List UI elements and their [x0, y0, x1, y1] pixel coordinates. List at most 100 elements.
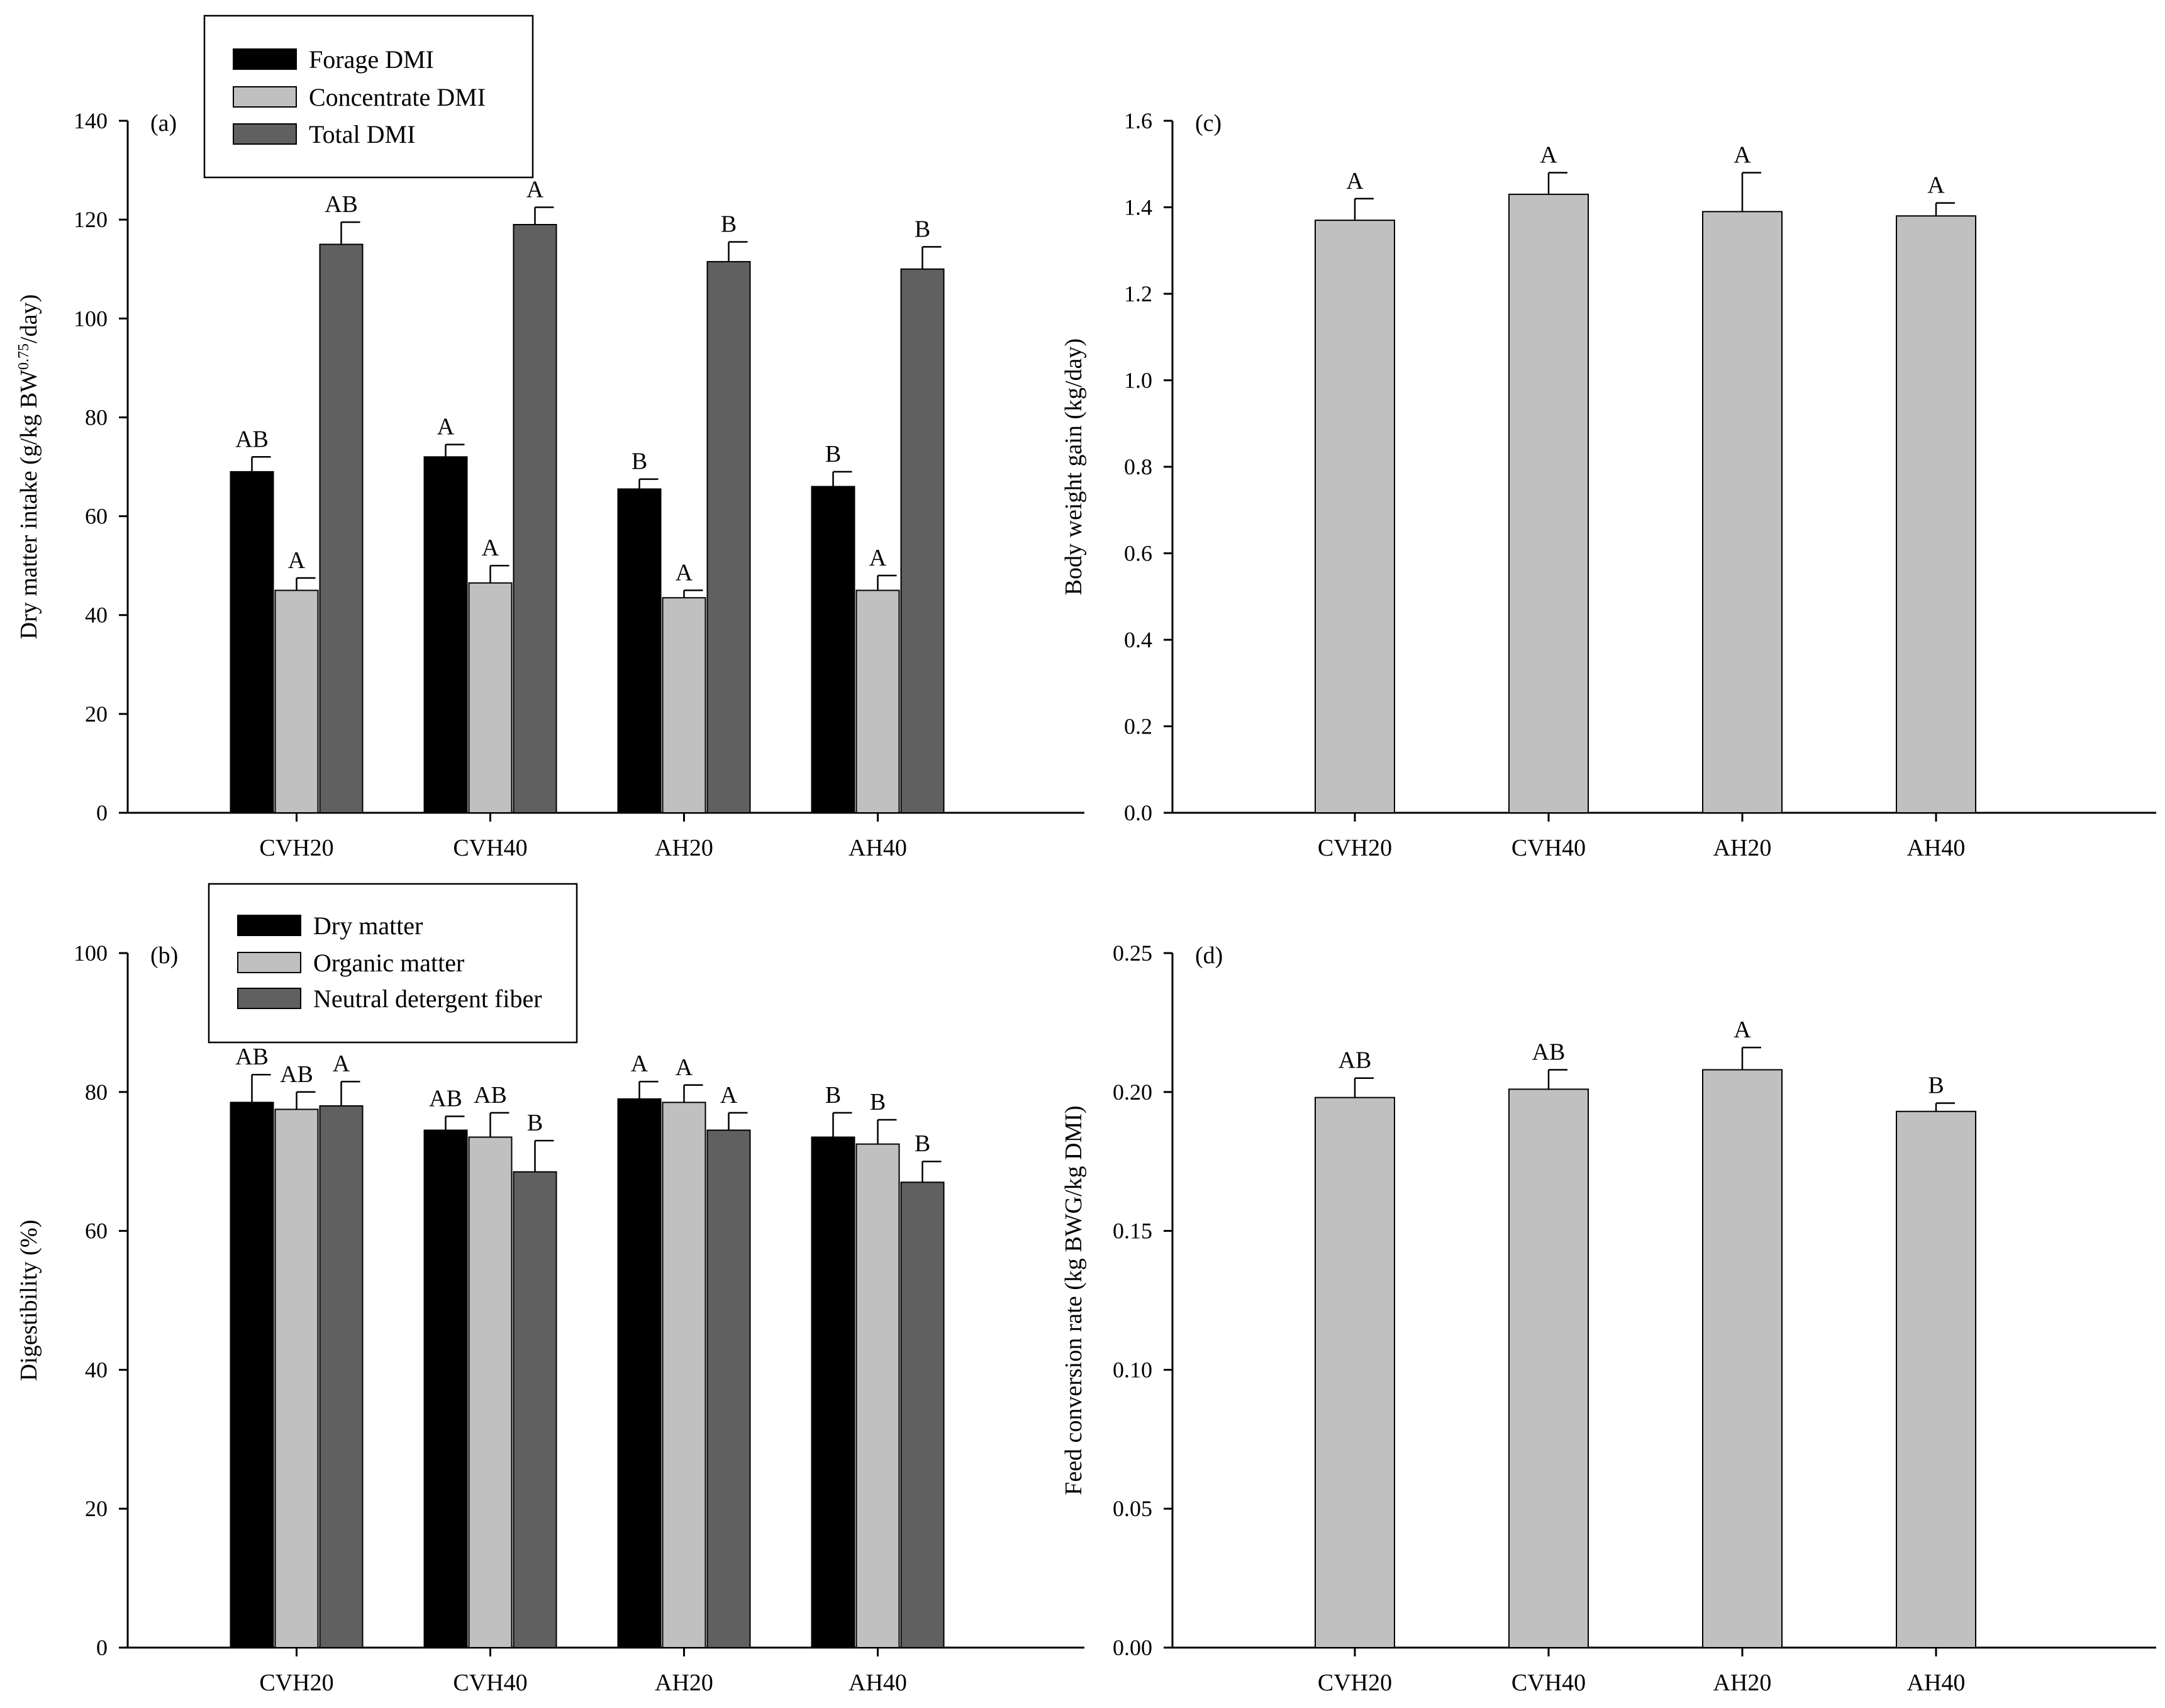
y-tick-label: 20: [85, 1496, 108, 1521]
bar-feed-conversion-rate: [1896, 1110, 1976, 1649]
y-tick-label: 100: [74, 306, 108, 331]
legend-swatch: [233, 123, 297, 145]
panel-label: (a): [150, 110, 177, 137]
significance-letter: A: [437, 414, 455, 440]
significance-letter: A: [676, 559, 693, 586]
x-tick-label: AH20: [655, 835, 713, 861]
panel-label: (d): [1195, 942, 1223, 969]
y-tick-label: 60: [85, 1219, 108, 1244]
bar-organic-matter: [662, 1102, 706, 1648]
bar-body-weight-gain: [1508, 193, 1589, 813]
x-tick-label: CVH20: [1318, 1670, 1392, 1696]
y-tick-label: 0: [96, 1635, 108, 1660]
bar-body-weight-gain: [1896, 215, 1976, 813]
bar-total-dmi: [900, 268, 945, 813]
y-axis-title-sup: 0.75: [16, 343, 32, 370]
bar-organic-matter: [855, 1143, 900, 1648]
y-tick-label: 40: [85, 603, 108, 628]
y-tick-label: 140: [74, 108, 108, 133]
legend-label: Neutral detergent fiber: [313, 985, 542, 1013]
legend: Forage DMI Concentrate DMI Total DMI: [203, 14, 534, 179]
legend-label: Concentrate DMI: [309, 83, 486, 111]
legend-label: Dry matter: [313, 912, 423, 940]
bar-total-dmi: [513, 224, 557, 813]
y-tick-label: 1.0: [1124, 368, 1152, 393]
x-tick-label: AH20: [655, 1670, 713, 1696]
y-tick-label: 0.25: [1113, 941, 1152, 966]
legend-label: Forage DMI: [309, 45, 434, 74]
bar-dry-matter: [230, 1102, 274, 1648]
significance-letter: A: [1346, 168, 1364, 194]
x-tick-label: CVH20: [259, 1670, 333, 1696]
y-axis-title-tail: /day): [16, 294, 42, 343]
bar-feed-conversion-rate: [1508, 1088, 1589, 1649]
significance-letter: B: [915, 1130, 930, 1157]
significance-letter: A: [869, 545, 887, 571]
significance-letter: A: [288, 547, 306, 574]
bar-concentrate-dmi: [662, 597, 706, 813]
significance-letter: B: [721, 211, 737, 238]
bar-body-weight-gain: [1315, 220, 1395, 813]
y-tick-label: 0.00: [1113, 1635, 1152, 1660]
x-tick-label: CVH40: [453, 1670, 527, 1696]
legend-swatch: [237, 988, 301, 1009]
significance-letter: B: [915, 216, 930, 242]
bar-dry-matter: [423, 1129, 468, 1648]
significance-letter: AB: [235, 1044, 269, 1070]
bar-feed-conversion-rate: [1702, 1069, 1783, 1649]
y-tick-label: 1.6: [1124, 108, 1152, 133]
bar-neutral-detergent-fiber: [706, 1129, 751, 1648]
y-tick-label: 0.05: [1113, 1496, 1152, 1521]
y-axis-title: Dry matter intake (g/kg BW0.75/day): [16, 294, 42, 640]
significance-letter: AB: [429, 1085, 462, 1112]
y-tick-label: 0.0: [1124, 800, 1152, 825]
bar-forage-dmi: [423, 456, 468, 813]
x-tick-label: CVH20: [1318, 835, 1392, 861]
x-tick-label: AH40: [1907, 1670, 1966, 1696]
panel-label: (c): [1195, 110, 1222, 137]
significance-letter: B: [825, 1082, 841, 1108]
legend: Dry matter Organic matter Neutral detergen…: [208, 883, 578, 1044]
significance-letter: AB: [1339, 1047, 1372, 1074]
significance-letter: A: [526, 177, 544, 203]
bar-neutral-detergent-fiber: [513, 1171, 557, 1648]
significance-letter: A: [631, 1051, 648, 1077]
y-tick-label: 80: [85, 1080, 108, 1105]
significance-letter: AB: [1532, 1039, 1566, 1065]
bar-forage-dmi: [617, 488, 662, 813]
significance-letter: B: [870, 1089, 886, 1115]
x-tick-label: AH40: [1907, 835, 1966, 861]
significance-letter: A: [1734, 1017, 1751, 1043]
panel-d: 0.00 0.05 0.10 0.15 0.20 0.25 (d) Feed conversi…: [1060, 941, 2156, 1696]
x-tick-label: AH20: [1713, 835, 1772, 861]
x-tick-label: CVH40: [1511, 1670, 1586, 1696]
y-tick-label: 120: [74, 207, 108, 232]
legend-swatch: [237, 952, 301, 973]
significance-letter: AB: [280, 1061, 313, 1088]
y-tick-label: 60: [85, 504, 108, 529]
bar-organic-matter: [468, 1136, 513, 1649]
y-axis-title: Body weight gain (kg/day): [1060, 338, 1087, 595]
y-tick-label: 20: [85, 701, 108, 727]
bar-concentrate-dmi: [468, 582, 513, 814]
x-tick-label: CVH20: [259, 835, 333, 861]
x-tick-label: AH20: [1713, 1670, 1772, 1696]
significance-letter: A: [1927, 172, 1945, 199]
significance-letter: B: [825, 441, 841, 467]
y-axis-title-main: Digestibility (%): [16, 1220, 42, 1381]
panel-c: 0.0 0.2 0.4 0.6 0.8 1.0 1.2 1.4 1.6 (c) Body weigh…: [1060, 108, 2156, 861]
y-tick-label: 0.6: [1124, 541, 1152, 566]
bar-total-dmi: [706, 260, 751, 813]
significance-letter: B: [632, 449, 647, 475]
y-tick-label: 0.2: [1124, 714, 1152, 739]
bar-neutral-detergent-fiber: [900, 1181, 945, 1648]
significance-letter: B: [527, 1110, 543, 1136]
y-tick-label: 0.15: [1113, 1219, 1152, 1244]
y-axis-title-main: Body weight gain (kg/day): [1060, 338, 1087, 595]
legend-label: Total DMI: [309, 120, 415, 148]
y-tick-label: 0.8: [1124, 454, 1152, 479]
bar-forage-dmi: [230, 471, 274, 813]
y-tick-label: 0: [96, 800, 108, 825]
